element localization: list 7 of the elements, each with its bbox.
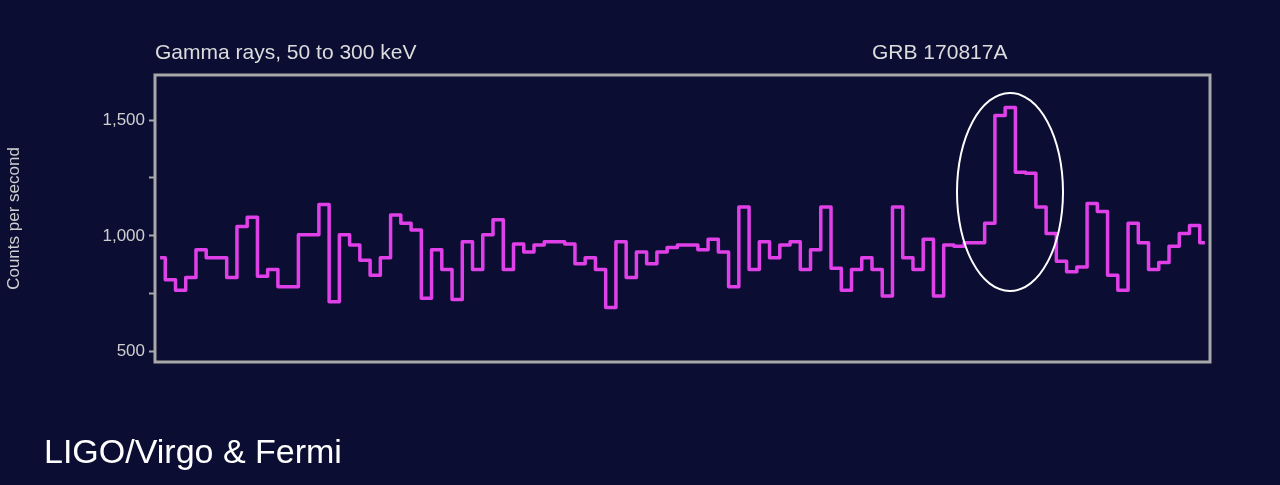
text: LIGO/Virgo & Fermi — [44, 432, 342, 471]
y-tick-label: 1,000 — [102, 225, 145, 245]
y-axis-title: Counts per second — [3, 147, 23, 290]
y-tick-label: 500 — [116, 341, 145, 361]
chart-title: Gamma rays, 50 to 300 keV — [155, 40, 417, 64]
y-tick-label: 1,500 — [102, 109, 145, 129]
text: GRB 170817A — [872, 40, 1008, 64]
